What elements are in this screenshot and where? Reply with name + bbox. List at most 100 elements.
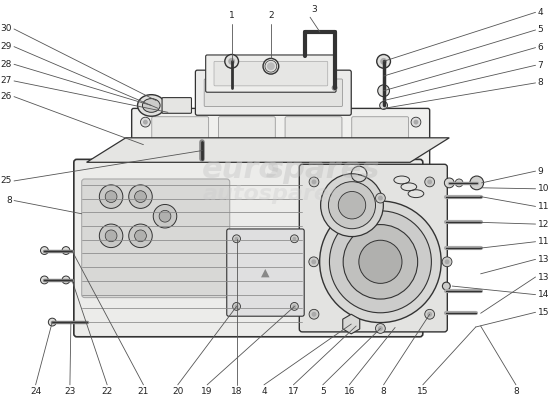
Circle shape [228, 58, 235, 65]
Circle shape [267, 62, 275, 70]
Circle shape [41, 276, 48, 284]
Circle shape [263, 58, 279, 74]
Circle shape [235, 237, 239, 241]
Circle shape [321, 174, 383, 236]
Text: autospares: autospares [202, 184, 343, 204]
FancyBboxPatch shape [299, 164, 447, 332]
Ellipse shape [142, 98, 160, 112]
FancyBboxPatch shape [206, 55, 336, 92]
Text: 4: 4 [261, 387, 267, 396]
FancyBboxPatch shape [162, 98, 191, 113]
Circle shape [378, 326, 383, 331]
Text: 12: 12 [537, 220, 549, 228]
FancyBboxPatch shape [82, 179, 230, 298]
Circle shape [41, 247, 48, 254]
Circle shape [427, 180, 432, 184]
Circle shape [48, 318, 56, 326]
Circle shape [309, 257, 318, 267]
FancyBboxPatch shape [352, 117, 409, 158]
Text: 10: 10 [537, 184, 549, 193]
Circle shape [135, 191, 146, 202]
Circle shape [140, 117, 150, 127]
Text: 14: 14 [537, 290, 549, 299]
Text: 13: 13 [537, 255, 549, 264]
Circle shape [380, 58, 387, 65]
Text: 23: 23 [64, 387, 75, 396]
FancyBboxPatch shape [74, 159, 423, 337]
Circle shape [379, 102, 388, 109]
Circle shape [376, 324, 386, 333]
Text: 15: 15 [537, 308, 549, 317]
Text: 4: 4 [537, 8, 543, 17]
Text: 26: 26 [1, 92, 12, 101]
Circle shape [338, 192, 366, 219]
Circle shape [411, 148, 421, 158]
Circle shape [378, 85, 389, 97]
Text: 16: 16 [344, 387, 355, 396]
Circle shape [233, 235, 240, 243]
Circle shape [442, 282, 450, 290]
FancyBboxPatch shape [131, 108, 430, 166]
Text: 3: 3 [311, 5, 317, 14]
Circle shape [143, 150, 148, 155]
FancyBboxPatch shape [152, 117, 208, 158]
Circle shape [233, 302, 240, 310]
Text: ▲: ▲ [261, 268, 270, 278]
FancyBboxPatch shape [214, 61, 328, 86]
Text: 17: 17 [288, 387, 299, 396]
Text: 22: 22 [102, 387, 113, 396]
Circle shape [105, 191, 117, 202]
Text: 11: 11 [537, 202, 549, 211]
Circle shape [376, 193, 386, 203]
Circle shape [411, 117, 421, 127]
Text: 21: 21 [138, 387, 149, 396]
Circle shape [143, 120, 148, 124]
Circle shape [129, 224, 152, 248]
Circle shape [135, 230, 146, 242]
Circle shape [320, 201, 441, 322]
Circle shape [378, 196, 383, 200]
Circle shape [359, 240, 402, 283]
Text: 5: 5 [537, 26, 543, 34]
Circle shape [444, 259, 449, 264]
Text: 28: 28 [1, 60, 12, 69]
Text: 18: 18 [231, 387, 243, 396]
Text: 27: 27 [1, 76, 12, 86]
Text: 2: 2 [268, 11, 274, 20]
Circle shape [414, 120, 419, 124]
Text: 7: 7 [537, 61, 543, 70]
Circle shape [442, 257, 452, 267]
Text: 15: 15 [417, 387, 428, 396]
Circle shape [425, 177, 435, 187]
Circle shape [329, 211, 431, 313]
Circle shape [100, 224, 123, 248]
FancyBboxPatch shape [218, 117, 276, 158]
Circle shape [153, 204, 177, 228]
Text: euro: euro [202, 155, 280, 184]
Circle shape [293, 304, 296, 308]
Circle shape [129, 185, 152, 208]
Circle shape [290, 302, 298, 310]
Text: 20: 20 [172, 387, 184, 396]
Circle shape [427, 312, 432, 317]
Text: 24: 24 [30, 387, 41, 396]
Circle shape [225, 54, 239, 68]
Polygon shape [86, 138, 449, 162]
Circle shape [159, 210, 171, 222]
Circle shape [444, 178, 454, 188]
Text: 29: 29 [1, 42, 12, 51]
Circle shape [309, 309, 319, 319]
Circle shape [455, 179, 463, 187]
Circle shape [140, 148, 150, 158]
Text: 6: 6 [537, 43, 543, 52]
FancyBboxPatch shape [204, 79, 343, 106]
Text: 13: 13 [537, 272, 549, 282]
Text: 9: 9 [537, 167, 543, 176]
Circle shape [290, 235, 298, 243]
Circle shape [311, 259, 316, 264]
Circle shape [105, 230, 117, 242]
Circle shape [470, 176, 483, 190]
Circle shape [100, 185, 123, 208]
Text: 8: 8 [537, 78, 543, 88]
Text: 8: 8 [513, 387, 519, 396]
